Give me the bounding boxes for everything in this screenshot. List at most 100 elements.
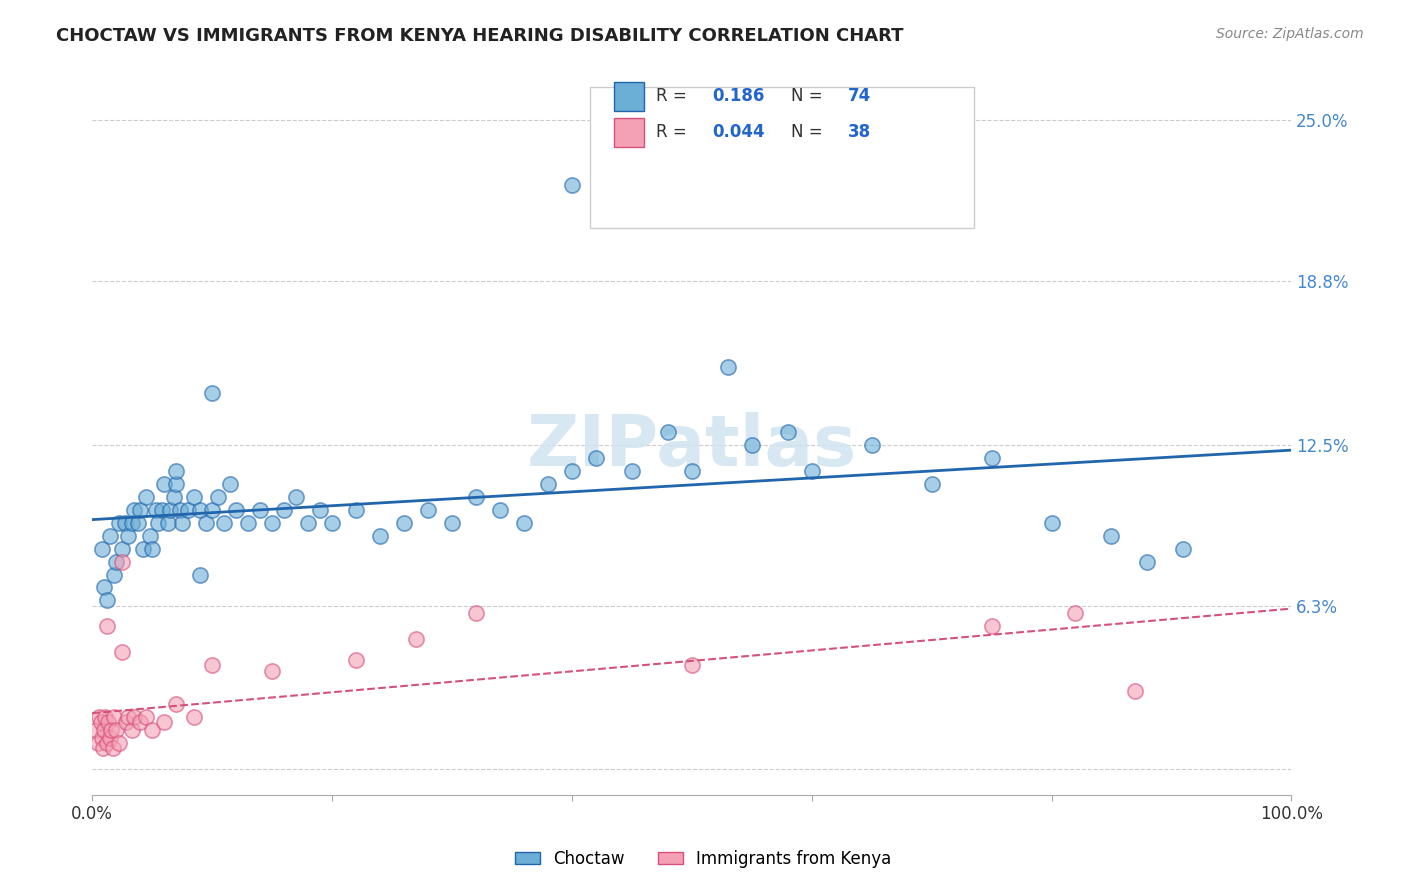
Point bbox=[141, 541, 163, 556]
Point bbox=[681, 658, 703, 673]
Point bbox=[165, 464, 187, 478]
Point bbox=[90, 541, 112, 556]
Point bbox=[145, 502, 167, 516]
Point bbox=[146, 516, 169, 530]
Point bbox=[96, 736, 118, 750]
Point bbox=[138, 528, 160, 542]
Point bbox=[201, 658, 224, 673]
Point bbox=[117, 528, 139, 542]
Point bbox=[309, 502, 332, 516]
Point bbox=[1064, 607, 1087, 621]
Point bbox=[1173, 541, 1195, 556]
Point bbox=[225, 502, 247, 516]
Point bbox=[153, 715, 176, 730]
Point bbox=[101, 741, 124, 756]
Point bbox=[122, 710, 145, 724]
Point bbox=[121, 723, 143, 738]
Point bbox=[103, 567, 125, 582]
Point bbox=[219, 476, 242, 491]
Point bbox=[285, 490, 308, 504]
Text: CHOCTAW VS IMMIGRANTS FROM KENYA HEARING DISABILITY CORRELATION CHART: CHOCTAW VS IMMIGRANTS FROM KENYA HEARING… bbox=[56, 27, 904, 45]
Point bbox=[717, 359, 740, 374]
Point bbox=[111, 645, 134, 659]
Point bbox=[156, 516, 179, 530]
Point bbox=[96, 593, 118, 607]
Point bbox=[776, 425, 799, 439]
Point bbox=[98, 731, 121, 745]
Point bbox=[980, 619, 1002, 633]
Point bbox=[681, 464, 703, 478]
Point bbox=[91, 741, 114, 756]
Point bbox=[297, 516, 319, 530]
Point bbox=[122, 502, 145, 516]
Point bbox=[169, 502, 191, 516]
Point bbox=[392, 516, 415, 530]
Point bbox=[440, 516, 463, 530]
Point bbox=[96, 619, 118, 633]
Point bbox=[1125, 684, 1147, 698]
Point bbox=[741, 438, 763, 452]
Text: 0.186: 0.186 bbox=[713, 87, 765, 105]
Bar bbox=[614, 118, 644, 147]
Point bbox=[84, 723, 107, 738]
Point bbox=[344, 502, 367, 516]
Point bbox=[107, 516, 129, 530]
Point bbox=[1101, 528, 1123, 542]
Point bbox=[405, 632, 427, 647]
Point bbox=[537, 476, 560, 491]
Point bbox=[117, 710, 139, 724]
Point bbox=[921, 476, 943, 491]
Point bbox=[183, 710, 205, 724]
Point bbox=[98, 528, 121, 542]
Point bbox=[321, 516, 343, 530]
Point bbox=[103, 710, 125, 724]
Point bbox=[87, 736, 110, 750]
Text: 74: 74 bbox=[848, 87, 870, 105]
Point bbox=[344, 653, 367, 667]
Point bbox=[165, 698, 187, 712]
Point bbox=[150, 502, 173, 516]
Point bbox=[201, 385, 224, 400]
Text: N =: N = bbox=[792, 87, 823, 105]
Point bbox=[183, 490, 205, 504]
Text: 0.044: 0.044 bbox=[713, 123, 765, 142]
Point bbox=[177, 502, 200, 516]
Point bbox=[201, 502, 224, 516]
Point bbox=[800, 464, 823, 478]
Point bbox=[212, 516, 235, 530]
Point bbox=[105, 555, 128, 569]
Point bbox=[561, 464, 583, 478]
Legend: Choctaw, Immigrants from Kenya: Choctaw, Immigrants from Kenya bbox=[508, 844, 898, 875]
Point bbox=[111, 555, 134, 569]
Point bbox=[163, 490, 186, 504]
Point bbox=[489, 502, 512, 516]
Point bbox=[135, 710, 157, 724]
Point bbox=[188, 502, 211, 516]
Point bbox=[188, 567, 211, 582]
Point bbox=[114, 715, 136, 730]
Point bbox=[513, 516, 536, 530]
Point bbox=[260, 664, 283, 678]
Point bbox=[105, 723, 128, 738]
Point bbox=[135, 490, 157, 504]
Point bbox=[172, 516, 194, 530]
Point bbox=[980, 450, 1002, 465]
Point bbox=[111, 541, 134, 556]
Point bbox=[159, 502, 181, 516]
Text: R =: R = bbox=[655, 87, 692, 105]
Point bbox=[236, 516, 259, 530]
Point bbox=[207, 490, 229, 504]
Point bbox=[131, 541, 153, 556]
Point bbox=[97, 715, 120, 730]
Point bbox=[464, 490, 486, 504]
Point bbox=[260, 516, 283, 530]
Point bbox=[114, 516, 136, 530]
Point bbox=[90, 715, 112, 730]
Text: ZIPatlas: ZIPatlas bbox=[527, 412, 856, 481]
FancyBboxPatch shape bbox=[591, 87, 973, 228]
Point bbox=[89, 710, 111, 724]
Text: 38: 38 bbox=[848, 123, 870, 142]
Point bbox=[1136, 555, 1159, 569]
Text: N =: N = bbox=[792, 123, 823, 142]
Point bbox=[1040, 516, 1063, 530]
